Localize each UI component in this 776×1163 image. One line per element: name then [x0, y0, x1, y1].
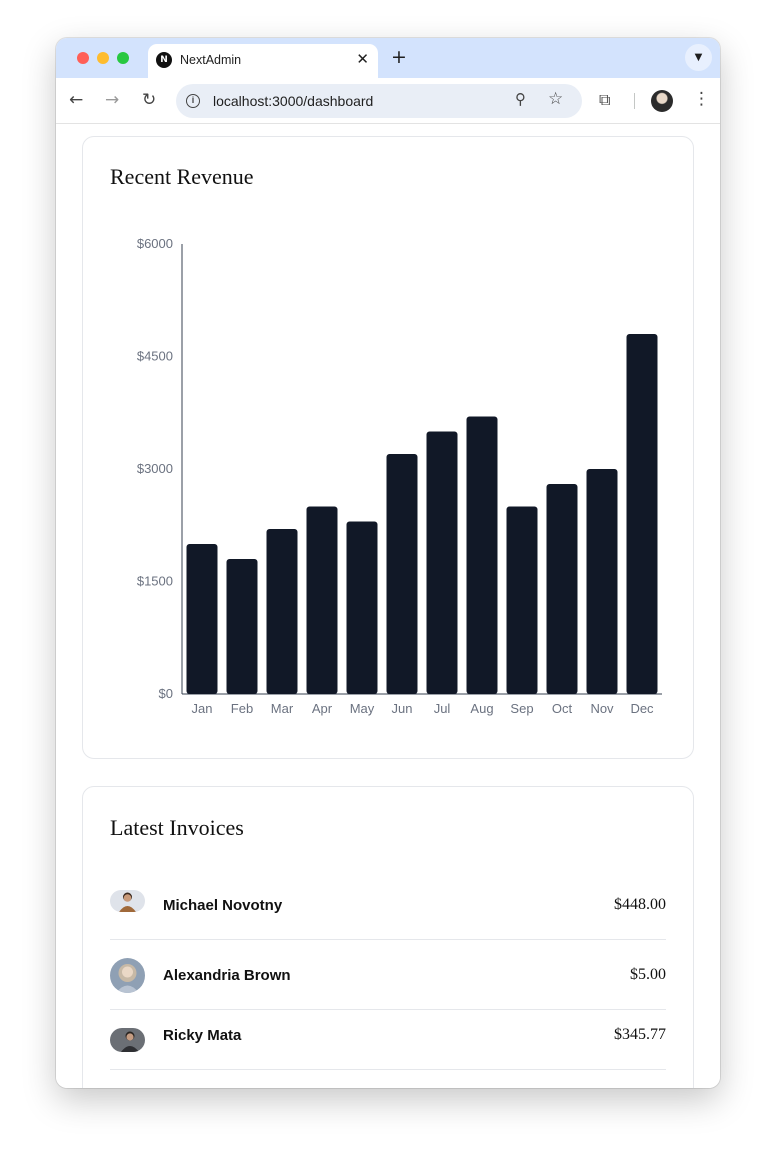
- invoice-amount: $5.00: [630, 966, 666, 983]
- avatar: [110, 890, 145, 912]
- url-text[interactable]: localhost:3000/dashboard: [213, 93, 374, 109]
- bar: [346, 521, 378, 694]
- revenue-chart: $0 $1500 $3000 $4500 $6000 Jan Feb Mar Apr May Jun…: [137, 236, 662, 716]
- browser-window: N NextAdmin ✕ + ▼ ← → ↻ i localhost:3000…: [56, 38, 720, 1088]
- x-tick-label: Dec: [630, 701, 654, 716]
- invoice-row[interactable]: Alexandria Brown $5.00: [110, 940, 666, 1010]
- invoices-title: Latest Invoices: [110, 815, 244, 840]
- avatar: [110, 958, 145, 993]
- info-icon[interactable]: i: [186, 94, 200, 108]
- plus-icon[interactable]: +: [391, 46, 407, 68]
- y-tick-label: $6000: [137, 236, 173, 251]
- bar: [506, 506, 538, 694]
- profile-avatar[interactable]: [651, 90, 673, 112]
- bar: [386, 454, 418, 694]
- page-viewport[interactable]: Recent Revenue $0 $1500 $3000 $4500 $6000 Jan…: [56, 125, 720, 1088]
- tab-nextadmin[interactable]: N NextAdmin ✕: [148, 44, 378, 78]
- zoom-icon[interactable]: ⚲: [515, 90, 526, 108]
- y-tick-label: $0: [159, 686, 173, 701]
- invoices-card: Latest Invoices Michael Novotny $448.00: [82, 786, 694, 1088]
- y-tick-label: $3000: [137, 461, 173, 476]
- arrow-right-icon[interactable]: →: [105, 90, 120, 110]
- bar: [626, 334, 658, 694]
- close-window-button[interactable]: [77, 52, 89, 64]
- x-tick-label: Nov: [590, 701, 614, 716]
- x-tick-label: Feb: [231, 701, 253, 716]
- invoice-amount: $345.77: [614, 1026, 666, 1043]
- toolbar-divider: [634, 93, 635, 109]
- invoice-row[interactable]: Ricky Mata $345.77: [110, 1010, 666, 1070]
- bar: [546, 484, 578, 694]
- invoice-customer-name: Alexandria Brown: [163, 967, 291, 984]
- minimize-window-button[interactable]: [97, 52, 109, 64]
- reload-icon[interactable]: ↻: [142, 90, 157, 110]
- address-bar[interactable]: i localhost:3000/dashboard ⚲ ☆: [176, 84, 582, 118]
- bar: [226, 559, 258, 694]
- x-tick-label: Aug: [470, 701, 493, 716]
- puzzle-icon[interactable]: ⧉: [599, 90, 611, 109]
- revenue-card: Recent Revenue $0 $1500 $3000 $4500 $6000 Jan…: [82, 136, 694, 759]
- y-tick-label: $1500: [137, 574, 173, 589]
- close-icon[interactable]: ✕: [356, 50, 369, 68]
- bar: [306, 506, 338, 694]
- kebab-menu-icon[interactable]: ⋮: [693, 89, 710, 109]
- x-tick-label: Jan: [192, 701, 213, 716]
- maximize-window-button[interactable]: [117, 52, 129, 64]
- tab-strip: N NextAdmin ✕ + ▼: [56, 38, 720, 78]
- avatar: [110, 1028, 145, 1052]
- x-tick-label: May: [350, 701, 375, 716]
- bar: [586, 469, 618, 694]
- bar: [426, 431, 458, 694]
- x-tick-label: Jul: [434, 701, 451, 716]
- invoice-row[interactable]: Michael Novotny $448.00: [110, 875, 666, 940]
- x-tick-label: Oct: [552, 701, 573, 716]
- y-tick-label: $4500: [137, 349, 173, 364]
- invoice-customer-name: Michael Novotny: [163, 897, 283, 914]
- x-tick-label: Apr: [312, 701, 333, 716]
- bar: [186, 544, 218, 694]
- invoice-customer-name: Ricky Mata: [163, 1027, 242, 1044]
- bar: [266, 529, 298, 694]
- x-tick-label: Mar: [271, 701, 294, 716]
- star-icon[interactable]: ☆: [548, 89, 564, 109]
- favicon-icon: N: [156, 52, 172, 68]
- x-tick-label: Sep: [510, 701, 533, 716]
- revenue-title: Recent Revenue: [110, 164, 254, 189]
- arrow-left-icon[interactable]: ←: [69, 90, 84, 110]
- browser-toolbar: ← → ↻ i localhost:3000/dashboard ⚲ ☆ ⧉ ⋮: [56, 78, 720, 124]
- chevron-down-icon[interactable]: ▼: [685, 44, 712, 71]
- invoice-amount: $448.00: [614, 896, 666, 913]
- bar: [466, 416, 498, 694]
- x-tick-label: Jun: [392, 701, 413, 716]
- tab-title: NextAdmin: [180, 53, 242, 67]
